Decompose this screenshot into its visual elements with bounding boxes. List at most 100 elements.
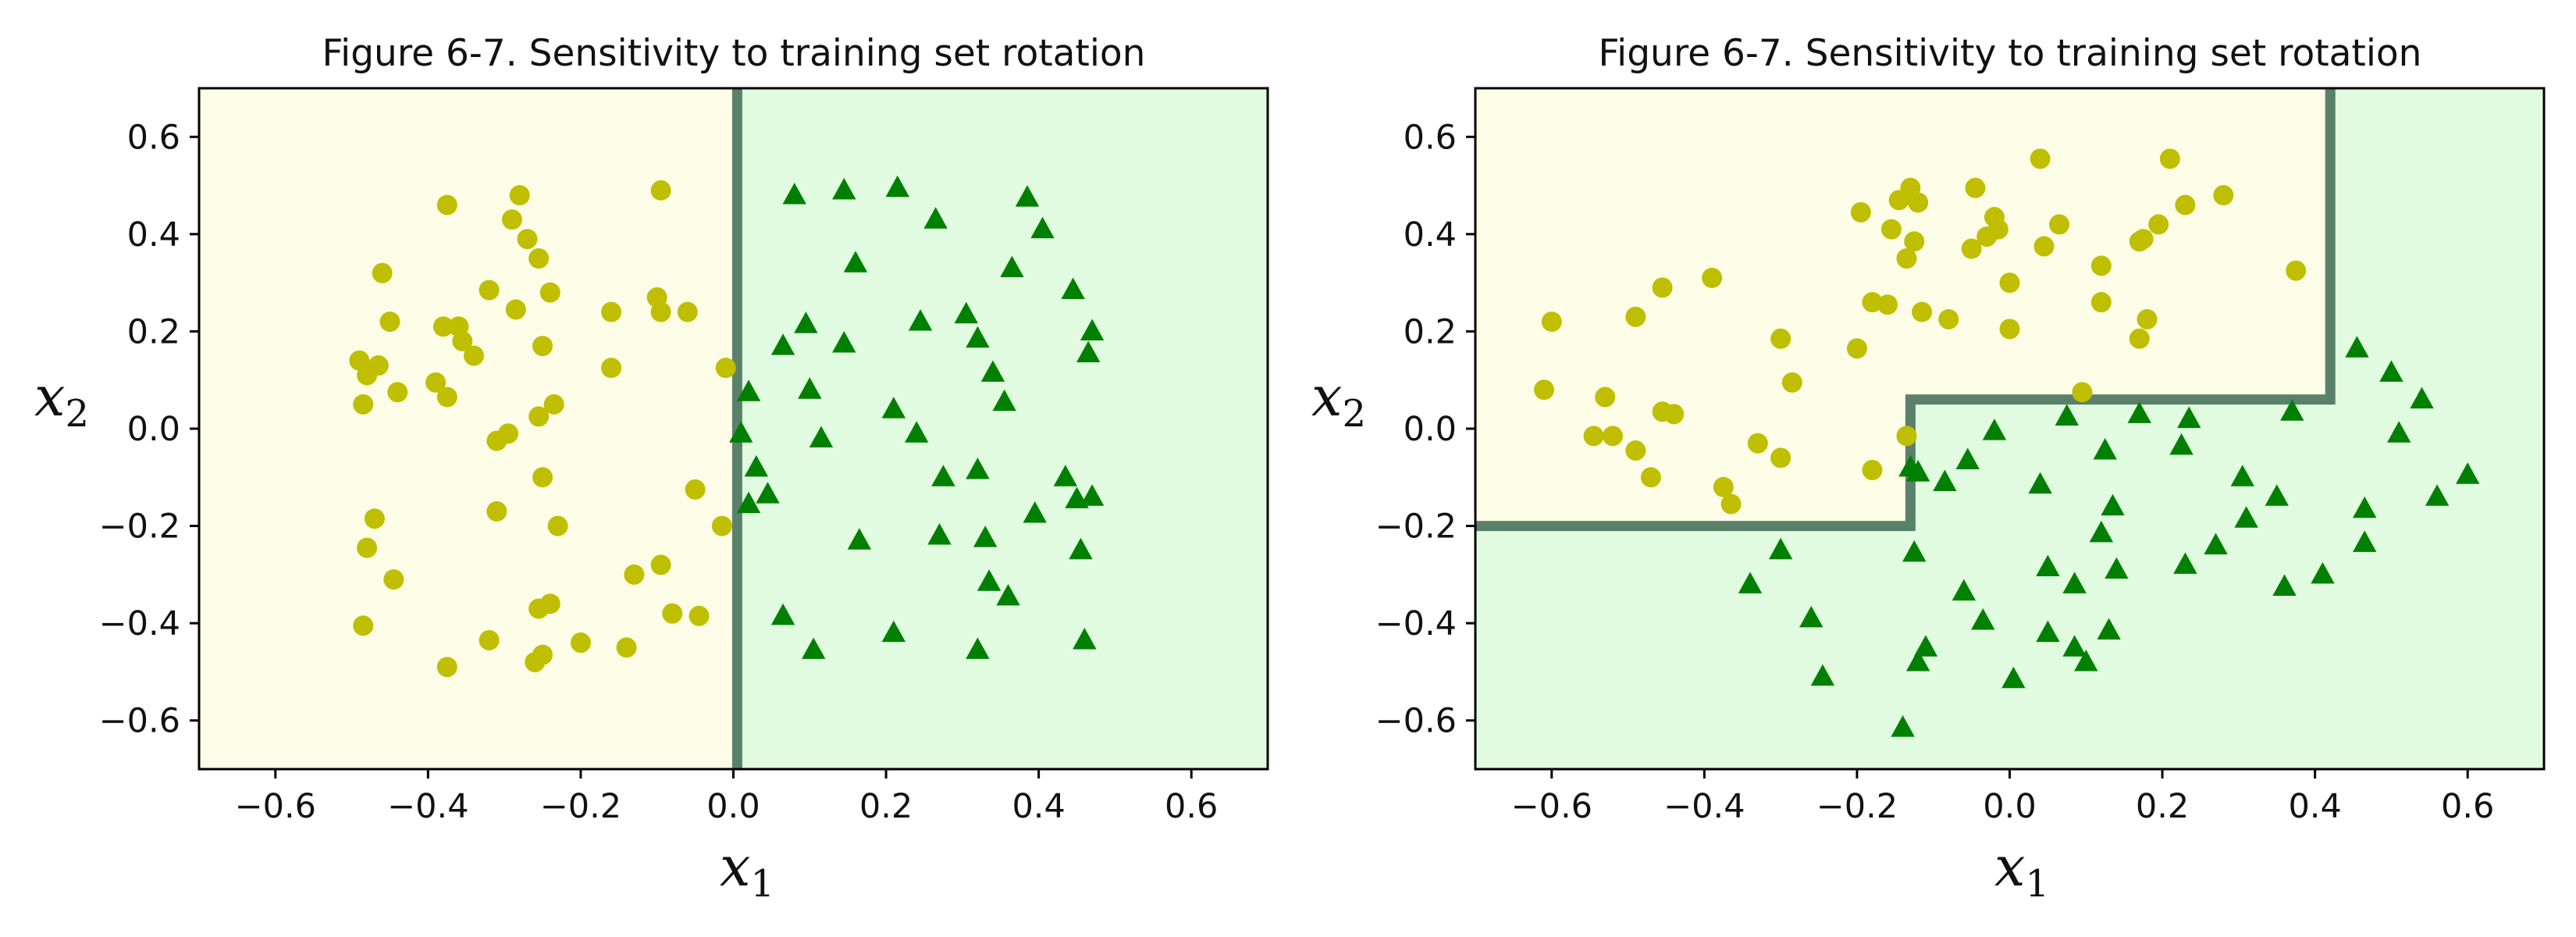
point-class-0 <box>505 299 526 320</box>
point-class-0 <box>1999 273 2020 294</box>
point-class-1 <box>770 333 795 355</box>
point-class-1 <box>1073 627 1097 650</box>
point-class-1 <box>2028 472 2052 494</box>
point-class-1 <box>2101 493 2125 516</box>
point-class-1 <box>1000 255 1024 277</box>
point-class-0 <box>1534 379 1555 401</box>
point-class-0 <box>2148 214 2169 235</box>
point-class-1 <box>1971 608 1995 630</box>
point-class-0 <box>1904 231 1925 252</box>
point-class-0 <box>372 262 393 283</box>
x-tick-label: 0.2 <box>859 787 913 826</box>
y-axis-label: x2 <box>1311 365 1366 436</box>
x-tick-label: 0.0 <box>706 787 760 826</box>
point-class-0 <box>464 345 485 366</box>
point-class-1 <box>966 326 990 348</box>
point-class-0 <box>2213 185 2234 206</box>
point-class-0 <box>1747 433 1768 454</box>
point-class-0 <box>2049 214 2070 235</box>
chart-left: Figure 6-7. Sensitivity to training set … <box>34 32 1269 906</box>
y-tick-label: 0.6 <box>1404 118 1457 157</box>
y-tick-label: −0.4 <box>99 604 180 643</box>
point-class-0 <box>2159 148 2180 169</box>
point-class-1 <box>2097 618 2121 640</box>
point-class-0 <box>662 603 683 624</box>
point-class-1 <box>966 637 990 659</box>
point-class-1 <box>2280 399 2304 421</box>
point-class-0 <box>601 301 622 322</box>
point-class-0 <box>528 598 550 619</box>
point-class-0 <box>624 564 645 585</box>
point-class-1 <box>1080 484 1105 506</box>
point-class-0 <box>528 248 550 269</box>
point-class-0 <box>650 180 671 201</box>
point-class-0 <box>539 282 560 303</box>
point-class-0 <box>436 194 457 216</box>
y-tick-label: 0.0 <box>127 410 180 449</box>
point-class-0 <box>601 358 622 379</box>
point-class-1 <box>1061 277 1085 300</box>
point-class-1 <box>2001 666 2026 689</box>
point-class-0 <box>364 508 385 529</box>
point-class-0 <box>2286 260 2307 281</box>
point-class-0 <box>1908 192 1929 213</box>
point-class-0 <box>2129 328 2150 349</box>
point-class-1 <box>2345 336 2369 358</box>
point-class-0 <box>425 372 447 393</box>
point-class-1 <box>2169 433 2194 455</box>
point-class-1 <box>908 308 933 331</box>
point-class-0 <box>1595 387 1616 408</box>
y-tick-label: −0.6 <box>1375 702 1457 741</box>
y-tick-label: 0.4 <box>1404 216 1457 255</box>
boundary-line <box>1475 88 2336 532</box>
point-class-1 <box>923 207 948 229</box>
point-class-0 <box>357 537 378 558</box>
point-class-1 <box>2074 649 2098 672</box>
point-class-1 <box>1810 664 1835 686</box>
point-class-0 <box>1862 292 1883 313</box>
point-class-1 <box>1015 185 1040 207</box>
region-class-0 <box>199 88 738 769</box>
point-class-0 <box>486 501 507 522</box>
y-tick-label: −0.4 <box>1375 604 1457 643</box>
x-tick-label: 0.4 <box>1012 787 1065 826</box>
y-tick-label: 0.4 <box>127 216 180 255</box>
point-class-1 <box>980 360 1005 382</box>
point-class-0 <box>353 394 374 415</box>
point-class-0 <box>1640 467 1661 488</box>
point-class-0 <box>479 280 500 301</box>
point-class-1 <box>2387 421 2411 443</box>
point-class-1 <box>2093 438 2117 460</box>
point-class-0 <box>432 316 454 337</box>
point-class-1 <box>2311 561 2335 584</box>
x-axis-ticks: −0.6 −0.4 −0.2 0.0 0.2 0.4 0.6 <box>1511 769 2494 826</box>
point-class-1 <box>2055 404 2080 426</box>
point-class-1 <box>1955 447 1980 470</box>
point-class-0 <box>452 330 473 351</box>
point-class-1 <box>931 465 955 486</box>
point-class-0 <box>688 605 710 626</box>
point-class-0 <box>711 515 732 536</box>
point-class-0 <box>1846 338 1867 359</box>
point-class-1 <box>2265 484 2289 506</box>
point-class-0 <box>1781 372 1802 393</box>
point-class-1 <box>1905 649 1930 672</box>
point-class-1 <box>782 183 806 205</box>
point-class-0 <box>677 301 698 322</box>
point-class-1 <box>2230 465 2254 486</box>
point-class-1 <box>2036 620 2060 643</box>
point-class-1 <box>1023 501 1047 523</box>
y-axis-ticks: −0.6 −0.4 −0.2 0.0 0.2 0.4 0.6 <box>1375 118 1475 741</box>
point-class-1 <box>2177 406 2201 429</box>
point-class-1 <box>1738 572 1763 593</box>
point-class-1 <box>2353 496 2377 518</box>
point-class-1 <box>1905 460 1930 482</box>
point-class-0 <box>685 479 706 500</box>
data-points <box>349 175 1105 678</box>
data-points <box>1534 148 2480 737</box>
point-class-0 <box>509 185 530 206</box>
y-tick-label: −0.2 <box>1375 508 1457 547</box>
point-class-1 <box>1080 319 1105 340</box>
point-class-1 <box>832 177 856 200</box>
point-class-1 <box>2173 552 2197 574</box>
